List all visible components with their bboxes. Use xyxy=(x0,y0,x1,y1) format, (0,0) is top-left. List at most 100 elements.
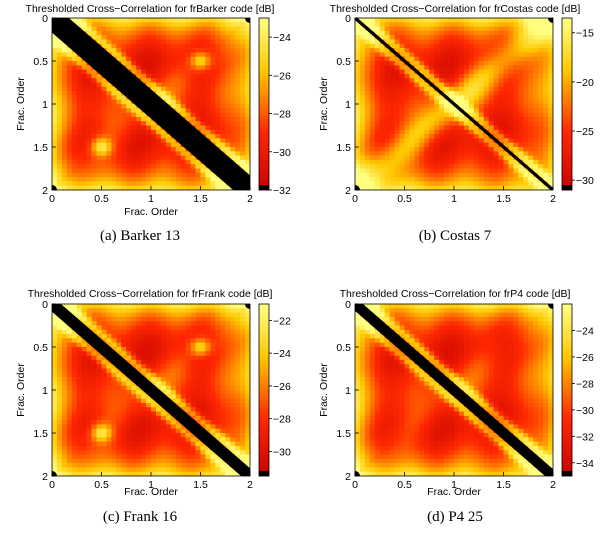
x-tick-label: 0 xyxy=(49,479,55,491)
threshold-speck xyxy=(548,18,553,23)
x-tick-label: 0.5 xyxy=(397,479,412,491)
x-axis-label: Frac. Order xyxy=(427,486,481,498)
colorbar-tick-label: −26 xyxy=(576,352,594,364)
colorbar-tick-label: −26 xyxy=(273,70,291,82)
x-tick-label: 2 xyxy=(550,193,556,205)
y-axis-label: Frac. Order xyxy=(15,77,27,131)
x-tick-label: 1.5 xyxy=(193,193,208,205)
chart-caption: (a) Barker 13 xyxy=(100,228,180,244)
y-tick-label: 1.5 xyxy=(33,428,48,440)
y-tick-label: 2 xyxy=(42,185,48,197)
colorbar-tick-label: −30 xyxy=(273,147,291,159)
y-axis-label: Frac. Order xyxy=(318,77,330,131)
x-tick-label: 0.5 xyxy=(94,193,109,205)
x-tick-label: 1.5 xyxy=(496,193,511,205)
threshold-speck xyxy=(355,471,360,476)
threshold-band xyxy=(52,304,250,476)
colorbar-tick-label: −30 xyxy=(576,175,594,187)
colorbar: −22 −24 −26 −28 −30 xyxy=(258,303,291,477)
colorbar-tick-label: −28 xyxy=(576,378,594,390)
y-tick-label: 0.5 xyxy=(33,56,48,68)
colorbar-tick-label: −15 xyxy=(576,28,594,40)
y-tick-label: 0 xyxy=(345,13,351,25)
threshold-band xyxy=(52,18,250,190)
y-tick-label: 1.5 xyxy=(33,142,48,154)
y-tick-label: 2 xyxy=(345,471,351,483)
chart-panel: Thresholded Cross−Correlation for frFran… xyxy=(15,288,291,525)
heatmap-image xyxy=(355,304,553,476)
y-tick-label: 0 xyxy=(345,299,351,311)
x-tick-label: 1.5 xyxy=(193,479,208,491)
y-tick-label: 1 xyxy=(345,385,351,397)
threshold-speck xyxy=(245,18,250,23)
chart-panel: Thresholded Cross−Correlation for frBark… xyxy=(15,3,291,244)
y-tick-label: 1 xyxy=(42,99,48,111)
x-tick-label: 0 xyxy=(49,193,55,205)
y-tick-label: 2 xyxy=(345,185,351,197)
y-tick-label: 1 xyxy=(42,385,48,397)
heatmap-image xyxy=(52,304,250,476)
x-axis-label: Frac. Order xyxy=(124,206,178,218)
colorbar-tick-label: −32 xyxy=(273,185,291,197)
x-tick-label: 1 xyxy=(451,193,457,205)
x-tick-label: 1 xyxy=(451,479,457,491)
colorbar-tick-label: −30 xyxy=(273,446,291,458)
chart-title: Thresholded Cross−Correlation for frBark… xyxy=(26,3,275,15)
threshold-speck xyxy=(548,304,553,309)
colorbar-tick-label: −24 xyxy=(273,348,291,360)
x-tick-label: 0 xyxy=(352,479,358,491)
colorbar-tick-label: −20 xyxy=(576,77,594,89)
colorbar-tick-label: −34 xyxy=(576,458,594,470)
x-tick-label: 0.5 xyxy=(397,193,412,205)
x-axis-label: Frac. Order xyxy=(124,486,178,498)
chart-title: Thresholded Cross−Correlation for frCost… xyxy=(330,3,581,15)
x-tick-label: 1 xyxy=(148,193,154,205)
colorbar-tick-label: −28 xyxy=(273,414,291,426)
x-tick-label: 2 xyxy=(247,479,253,491)
threshold-speck xyxy=(355,185,360,190)
y-tick-label: 2 xyxy=(42,471,48,483)
colorbar-tick-label: −30 xyxy=(576,405,594,417)
x-tick-label: 2 xyxy=(247,193,253,205)
threshold-speck xyxy=(52,185,57,190)
x-tick-label: 0 xyxy=(352,193,358,205)
colorbar-tick-label: −24 xyxy=(576,325,594,337)
y-tick-label: 0.5 xyxy=(336,342,351,354)
colorbar-tick-label: −26 xyxy=(273,381,291,393)
colorbar-tick-label: −32 xyxy=(576,431,594,443)
y-tick-label: 0.5 xyxy=(336,56,351,68)
chart-caption: (b) Costas 7 xyxy=(419,228,492,244)
chart-caption: (c) Frank 16 xyxy=(103,509,178,525)
chart-title: Thresholded Cross−Correlation for frFran… xyxy=(28,288,273,300)
x-tick-label: 1.5 xyxy=(496,479,511,491)
y-tick-label: 1 xyxy=(345,99,351,111)
x-tick-label: 2 xyxy=(550,479,556,491)
y-tick-label: 0.5 xyxy=(33,342,48,354)
y-tick-label: 1.5 xyxy=(336,142,351,154)
y-axis-label: Frac. Order xyxy=(15,363,27,417)
heatmap-image xyxy=(355,18,553,190)
colorbar-tick-label: −24 xyxy=(273,32,291,44)
chart-panel: Thresholded Cross−Correlation for frP4 c… xyxy=(318,288,594,525)
chart-caption: (d) P4 25 xyxy=(427,509,483,525)
colorbar: −24 −26 −28 −30 −32 −34 xyxy=(561,303,594,477)
y-tick-label: 1.5 xyxy=(336,428,351,440)
y-axis-label: Frac. Order xyxy=(318,363,330,417)
x-tick-label: 1 xyxy=(148,479,154,491)
y-tick-label: 0 xyxy=(42,299,48,311)
threshold-speck xyxy=(245,304,250,309)
colorbar-tick-label: −25 xyxy=(576,126,594,138)
heatmap-image xyxy=(52,18,250,190)
threshold-speck xyxy=(52,471,57,476)
chart-title: Thresholded Cross−Correlation for frP4 c… xyxy=(340,288,571,300)
threshold-band xyxy=(355,18,553,190)
x-tick-label: 0.5 xyxy=(94,479,109,491)
colorbar: −15 −20 −25 −30 xyxy=(561,17,594,191)
y-tick-label: 0 xyxy=(42,13,48,25)
colorbar: −24 −26 −28 −30 −32 xyxy=(258,17,291,197)
colorbar-tick-label: −28 xyxy=(273,109,291,121)
threshold-band xyxy=(355,304,553,476)
colorbar-tick-label: −22 xyxy=(273,315,291,327)
chart-panel: Thresholded Cross−Correlation for frCost… xyxy=(318,3,594,244)
